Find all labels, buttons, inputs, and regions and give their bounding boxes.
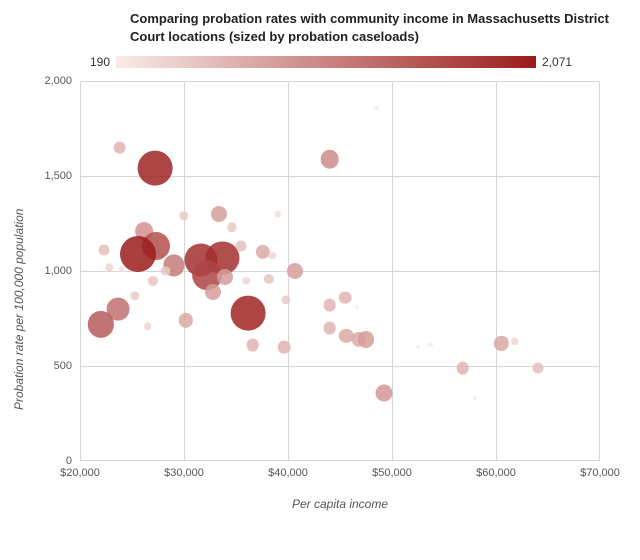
x-tick-label: $40,000 [268, 467, 308, 479]
data-point [264, 274, 274, 284]
data-point [88, 311, 114, 337]
data-point [105, 264, 113, 272]
data-point [277, 341, 290, 354]
data-point [113, 141, 126, 154]
data-point [148, 276, 158, 286]
data-point [137, 151, 172, 186]
data-point [274, 211, 281, 218]
data-point [375, 384, 392, 401]
legend-max-label: 2,071 [542, 55, 572, 69]
legend-min-label: 190 [90, 55, 110, 69]
x-tick-label: $30,000 [164, 467, 204, 479]
y-tick-label: 2,000 [44, 75, 80, 87]
x-axis-label: Per capita income [80, 497, 600, 511]
data-point [227, 223, 236, 232]
legend-gradient [116, 56, 536, 68]
data-point [358, 331, 374, 347]
plot-wrap: $20,000$30,000$40,000$50,000$60,000$70,0… [80, 81, 630, 461]
data-point [456, 362, 469, 375]
data-point [428, 343, 432, 347]
y-tick-label: 500 [54, 360, 80, 372]
y-axis-label: Probation rate per 100,000 population [12, 209, 26, 411]
data-point [211, 206, 227, 222]
data-point [494, 336, 508, 350]
data-point [374, 106, 378, 110]
data-point [179, 313, 193, 327]
data-point [416, 345, 420, 349]
data-point [119, 266, 125, 272]
data-point [120, 236, 156, 272]
x-tick-label: $50,000 [372, 467, 412, 479]
scatter-chart: Comparing probation rates with community… [0, 0, 640, 560]
data-point [511, 338, 519, 346]
gridline-horizontal [80, 366, 600, 367]
data-point [281, 295, 290, 304]
data-point [323, 299, 336, 312]
color-legend: 190 2,071 [90, 55, 630, 69]
data-point [339, 291, 352, 304]
data-point [243, 277, 251, 285]
data-point [217, 269, 233, 285]
data-point [246, 339, 259, 352]
data-point [323, 322, 336, 335]
data-point [205, 284, 221, 300]
data-point [231, 296, 266, 331]
plot-area: $20,000$30,000$40,000$50,000$60,000$70,0… [80, 81, 600, 461]
data-point [179, 211, 188, 220]
data-point [473, 396, 477, 400]
y-tick-label: 1,000 [44, 265, 80, 277]
data-point [320, 150, 339, 169]
x-tick-label: $70,000 [580, 467, 620, 479]
data-point [269, 252, 277, 260]
data-point [236, 241, 247, 252]
x-tick-label: $20,000 [60, 467, 100, 479]
gridline-horizontal [80, 271, 600, 272]
data-point [144, 322, 152, 330]
y-tick-label: 1,500 [44, 170, 80, 182]
y-tick-label: 0 [66, 455, 80, 467]
data-point [355, 305, 359, 309]
data-point [98, 245, 109, 256]
data-point [287, 263, 303, 279]
data-point [130, 291, 139, 300]
x-tick-label: $60,000 [476, 467, 516, 479]
chart-title: Comparing probation rates with community… [130, 10, 630, 45]
data-point [532, 363, 543, 374]
